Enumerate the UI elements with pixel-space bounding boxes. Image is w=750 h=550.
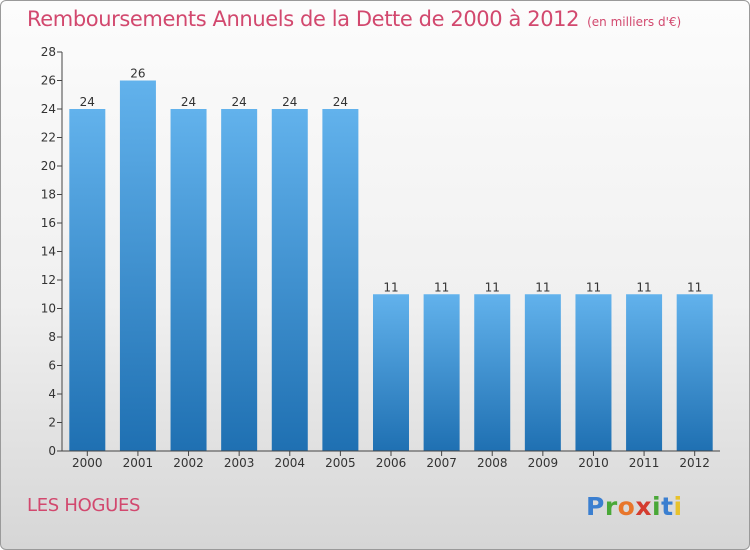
data-label-2003: 24 [232, 95, 247, 109]
chart-subtitle: (en milliers d'€) [587, 15, 682, 29]
data-label-2001: 26 [130, 67, 145, 81]
data-label-2009: 11 [535, 280, 550, 294]
x-tick-label-2003: 2003 [224, 456, 255, 470]
data-label-2005: 24 [333, 95, 348, 109]
chart-title-row: Remboursements Annuels de la Dette de 20… [27, 7, 681, 31]
proxiti-logo[interactable]: Proxiti [584, 489, 688, 523]
y-tick-label-26: 26 [41, 74, 56, 88]
bar-2011 [626, 294, 663, 451]
y-tick-label-2: 2 [48, 416, 56, 430]
y-tick-label-18: 18 [41, 188, 56, 202]
bar-2007 [423, 294, 460, 451]
y-tick-label-24: 24 [41, 102, 56, 116]
labels-layer: 2420002620012420022420032420042420051120… [41, 45, 710, 470]
axes-layer [57, 51, 720, 456]
y-tick-label-6: 6 [48, 359, 56, 373]
y-tick-label-20: 20 [41, 159, 56, 173]
commune-name: LES HOGUES [27, 495, 141, 516]
x-tick-label-2011: 2011 [629, 456, 660, 470]
svg-text:Proxiti: Proxiti [586, 492, 683, 521]
data-label-2008: 11 [485, 280, 500, 294]
data-label-2004: 24 [282, 95, 297, 109]
data-label-2000: 24 [80, 95, 95, 109]
x-tick-label-2004: 2004 [274, 456, 305, 470]
x-tick-label-2007: 2007 [426, 456, 457, 470]
bar-2012 [676, 294, 713, 451]
x-tick-label-2008: 2008 [477, 456, 508, 470]
bar-2003 [221, 109, 258, 451]
chart-title: Remboursements Annuels de la Dette de 20… [27, 7, 580, 31]
bar-2000 [69, 109, 106, 451]
y-tick-label-16: 16 [41, 216, 56, 230]
x-tick-label-2009: 2009 [528, 456, 559, 470]
y-tick-label-10: 10 [41, 302, 56, 316]
x-tick-label-2002: 2002 [173, 456, 204, 470]
y-tick-label-28: 28 [41, 45, 56, 59]
data-label-2012: 11 [687, 280, 702, 294]
bar-2008 [474, 294, 511, 451]
bar-2002 [170, 109, 207, 451]
y-tick-label-0: 0 [48, 444, 56, 458]
y-tick-label-14: 14 [41, 245, 56, 259]
y-tick-label-4: 4 [48, 387, 56, 401]
data-label-2010: 11 [586, 280, 601, 294]
y-tick-label-12: 12 [41, 273, 56, 287]
data-label-2002: 24 [181, 95, 196, 109]
data-label-2006: 11 [383, 280, 398, 294]
bar-2005 [322, 109, 359, 451]
x-tick-label-2001: 2001 [123, 456, 154, 470]
data-label-2011: 11 [636, 280, 651, 294]
x-tick-label-2006: 2006 [376, 456, 407, 470]
x-tick-label-2005: 2005 [325, 456, 356, 470]
x-tick-label-2010: 2010 [578, 456, 609, 470]
x-tick-label-2012: 2012 [679, 456, 710, 470]
x-tick-label-2000: 2000 [72, 456, 103, 470]
bar-2006 [373, 294, 409, 451]
bar-2001 [119, 80, 156, 451]
bars-layer [69, 80, 713, 451]
bar-2010 [575, 294, 612, 451]
bar-2004 [271, 109, 308, 451]
data-label-2007: 11 [434, 280, 449, 294]
y-tick-label-22: 22 [41, 131, 56, 145]
y-tick-label-8: 8 [48, 330, 56, 344]
bar-2009 [524, 294, 561, 451]
